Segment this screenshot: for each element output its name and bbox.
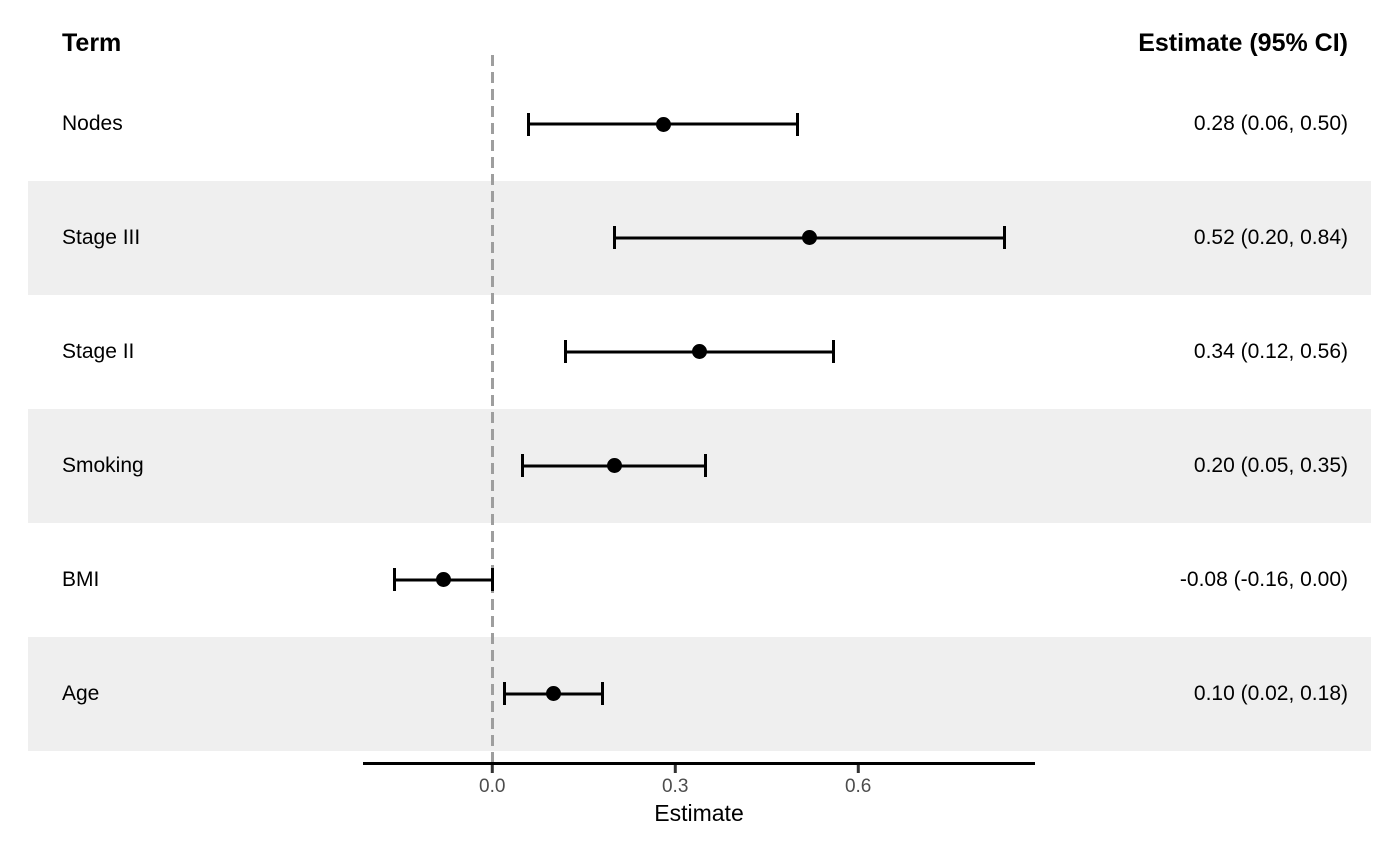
ci-cap-right bbox=[832, 340, 836, 364]
x-axis-tick-label: 0.0 bbox=[479, 776, 506, 797]
forest-row-stage-iii: Stage III 0.52 (0.20, 0.84) bbox=[28, 180, 1371, 295]
ci-cap-left bbox=[521, 454, 525, 478]
ci-cap-right bbox=[600, 682, 604, 705]
x-axis-tick-1: 0.3 bbox=[662, 765, 688, 798]
estimate-dot bbox=[801, 230, 817, 246]
forest-row-smoking: Smoking 0.20 (0.05, 0.35) bbox=[28, 408, 1371, 523]
ci-cap-left bbox=[527, 112, 531, 136]
zero-reference-line bbox=[490, 55, 494, 764]
x-axis-tick-mark bbox=[490, 765, 494, 773]
term-label: BMI bbox=[62, 567, 100, 591]
forest-row-bmi: BMI -0.08 (-0.16, 0.00) bbox=[28, 523, 1371, 637]
term-label: Stage II bbox=[62, 339, 135, 363]
x-axis-tick-label: 0.6 bbox=[844, 776, 872, 797]
ci-cap-right bbox=[490, 568, 494, 592]
estimate-label: 0.52 (0.20, 0.84) bbox=[1193, 225, 1348, 249]
ci-cap-right bbox=[704, 454, 708, 478]
ci-cap-left bbox=[393, 568, 397, 592]
term-label: Nodes bbox=[62, 112, 123, 135]
term-column-header: Term bbox=[62, 29, 122, 57]
term-label: Stage III bbox=[62, 225, 141, 249]
ci-cap-left bbox=[502, 682, 506, 705]
estimate-label: 0.28 (0.06, 0.50) bbox=[1193, 112, 1348, 135]
term-label: Smoking bbox=[62, 453, 144, 477]
estimate-dot bbox=[692, 344, 708, 360]
x-axis-tick-0: 0.0 bbox=[479, 765, 505, 798]
estimate-dot bbox=[606, 458, 622, 474]
estimate-label: 0.34 (0.12, 0.56) bbox=[1193, 339, 1348, 363]
term-label: Age bbox=[62, 681, 100, 705]
forest-row-nodes: Nodes 0.28 (0.06, 0.50) bbox=[28, 67, 1371, 181]
estimate-label: 0.20 (0.05, 0.35) bbox=[1193, 453, 1348, 477]
x-axis-line bbox=[363, 762, 1035, 765]
estimate-dot bbox=[545, 686, 561, 701]
estimate-label: -0.08 (-0.16, 0.00) bbox=[1179, 567, 1348, 591]
forest-row-stage-ii: Stage II 0.34 (0.12, 0.56) bbox=[28, 295, 1371, 409]
ci-cap-left bbox=[563, 340, 567, 364]
ci-cap-left bbox=[612, 226, 616, 250]
estimate-dot bbox=[435, 572, 451, 588]
x-axis-title: Estimate bbox=[654, 800, 744, 826]
ci-cap-right bbox=[1003, 226, 1006, 250]
estimate-dot bbox=[655, 116, 671, 132]
estimate-column-header: Estimate (95% CI) bbox=[1138, 29, 1348, 57]
ci-cap-right bbox=[795, 112, 799, 136]
x-axis-tick-label: 0.3 bbox=[661, 776, 689, 797]
estimate-label: 0.10 (0.02, 0.18) bbox=[1193, 681, 1348, 705]
x-axis-tick-mark bbox=[673, 765, 677, 773]
x-axis-tick-mark bbox=[856, 765, 860, 773]
x-axis-tick-2: 0.6 bbox=[845, 765, 871, 798]
forest-row-age: Age 0.10 (0.02, 0.18) bbox=[28, 636, 1371, 751]
